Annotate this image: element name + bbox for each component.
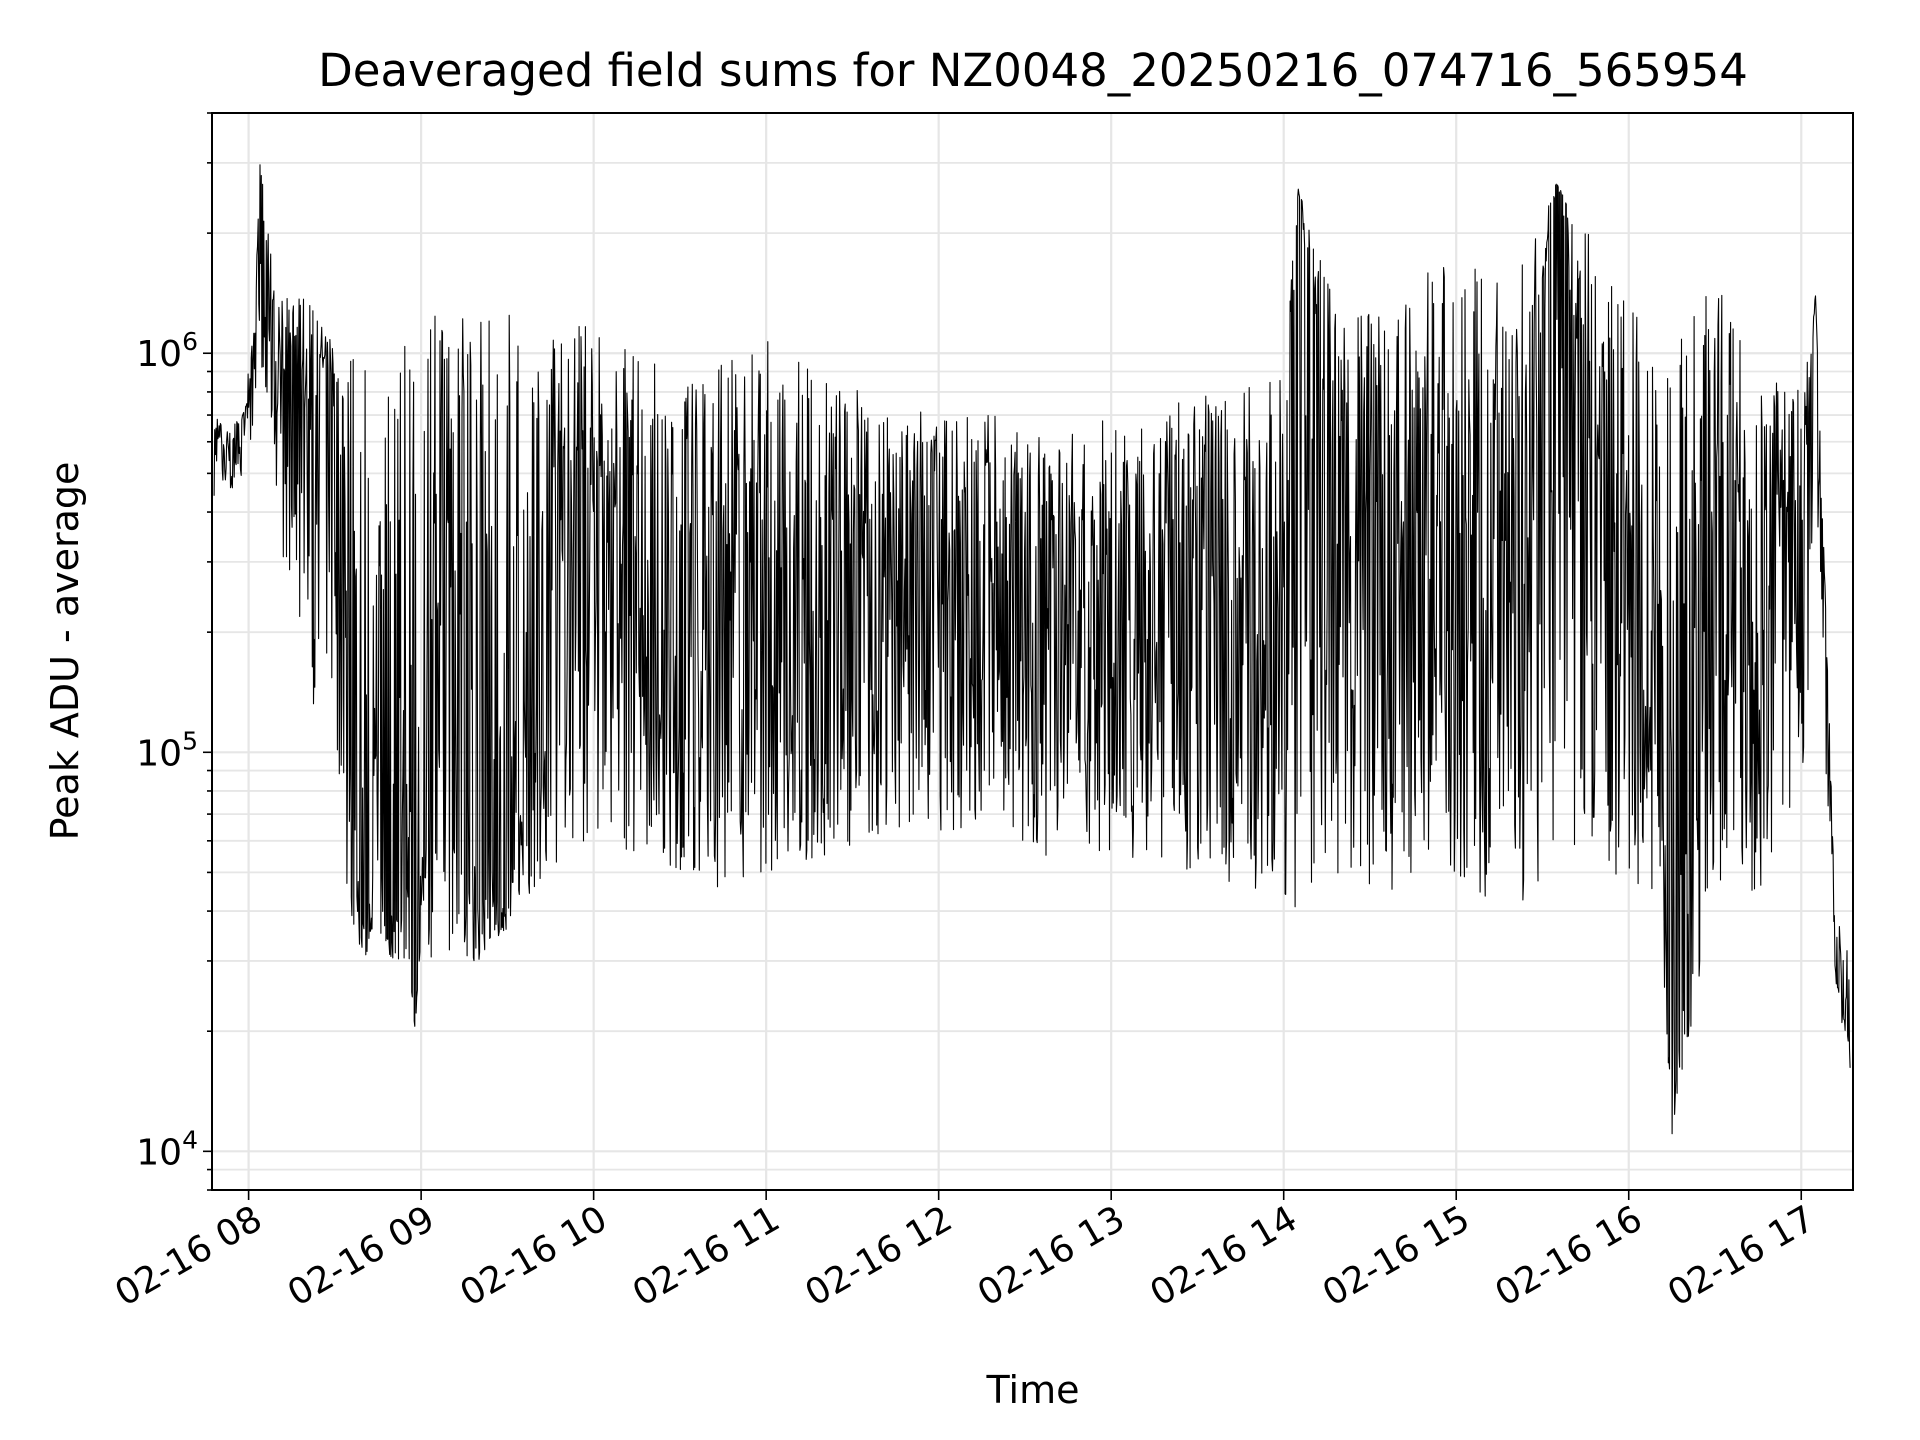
y-axis: 104 105 106 [136,112,212,1191]
chart-title: Deaveraged field sums for NZ0048_2025021… [318,44,1748,97]
y-tick-label: 105 [136,726,198,774]
y-tick-label: 104 [136,1125,198,1173]
x-axis-label: Time [986,1368,1080,1412]
y-tick-label: 106 [136,327,198,375]
data-series [213,162,1851,1135]
y-axis-label: Peak ADU - average [43,462,87,841]
plot-frame [211,112,1854,1191]
series-line [213,164,1851,1135]
